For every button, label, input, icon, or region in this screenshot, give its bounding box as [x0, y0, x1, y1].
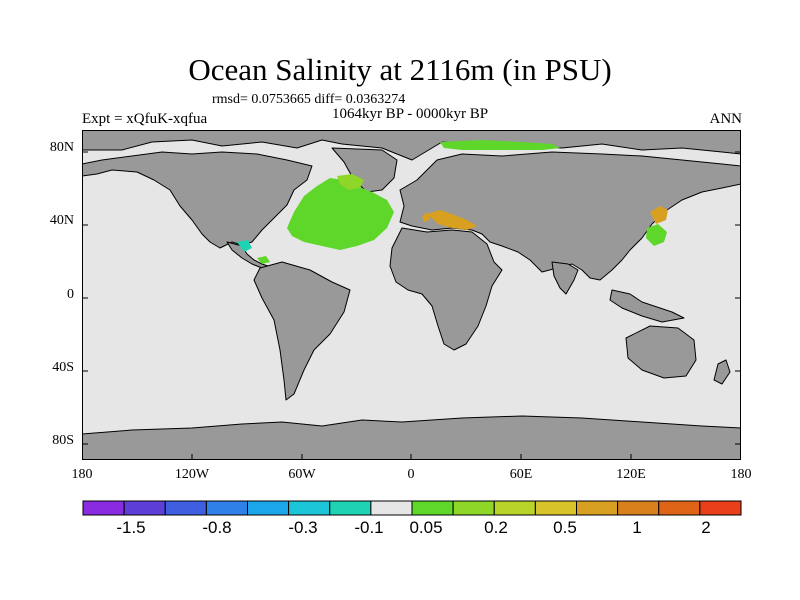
colorbar-label: -0.8: [202, 518, 232, 537]
australia: [625, 325, 697, 379]
lat-label-80n: 80N: [49, 140, 74, 155]
lon-label-180e: 180: [730, 467, 752, 482]
salinity-map: [82, 130, 741, 460]
north-atlantic-anomaly: [287, 178, 394, 250]
experiment-label: Expt = xQfuK-xqfua: [82, 111, 208, 127]
lat-label-40s: 40S: [52, 360, 74, 375]
colorbar-cell: [658, 500, 701, 516]
lat-label-0: 0: [67, 287, 74, 302]
colorbar-cell: [452, 500, 495, 516]
colorbar-label: -0.1: [354, 518, 384, 537]
colorbar-label: 1: [632, 518, 642, 537]
colorbar-cell: [493, 500, 536, 516]
colorbar-cell: [164, 500, 207, 516]
india: [551, 261, 579, 295]
colorbar-cell: [370, 500, 413, 516]
maritime-continent: [609, 289, 685, 323]
colorbar-cell: [329, 500, 372, 516]
colorbar-label: 0.2: [484, 518, 508, 537]
greenland: [331, 147, 398, 193]
antarctica: [82, 415, 741, 460]
lat-label-40n: 40N: [49, 213, 74, 228]
colorbar-cell: [123, 500, 166, 516]
arctic-fringe-anomaly: [440, 140, 560, 150]
colorbar-cell: [576, 500, 619, 516]
west-pacific-anomaly: [646, 224, 667, 246]
lon-label-60e: 60E: [509, 467, 533, 482]
new-zealand: [713, 359, 731, 385]
anomaly-patches: [237, 140, 668, 264]
mediterranean-anomaly: [427, 210, 477, 230]
gulf-of-mexico-anomaly: [237, 240, 252, 252]
black-sea-anomaly: [422, 212, 430, 222]
colorbar-cell: [534, 500, 578, 516]
colorbar-label: 0.5: [553, 518, 577, 537]
japan-sea-anomaly: [650, 206, 668, 224]
colorbar-label: -1.5: [116, 518, 146, 537]
colorbar: [82, 500, 742, 516]
lon-label-120w: 120W: [174, 467, 210, 482]
europe-asia: [399, 151, 741, 281]
arctic-landmass: [82, 130, 741, 161]
colorbar-cell: [288, 500, 331, 516]
lat-label-80s: 80S: [52, 433, 74, 448]
colorbar-label: 2: [701, 518, 711, 537]
lon-label-120e: 120E: [616, 467, 646, 482]
colorbar-cell: [411, 500, 454, 516]
land-masses: [82, 130, 741, 460]
north-america: [82, 151, 313, 249]
africa: [389, 227, 503, 351]
colorbar-cell: [699, 500, 742, 516]
colorbar-cell: [205, 500, 249, 516]
axis-ticks: [82, 151, 741, 460]
south-america: [253, 261, 351, 401]
colorbar-label: 0.05: [409, 518, 443, 537]
map-title: Ocean Salinity at 2116m (in PSU): [188, 52, 612, 87]
lon-label-180w: 180: [71, 467, 93, 482]
season-label: ANN: [709, 111, 743, 127]
lon-label-60w: 60W: [288, 467, 316, 482]
lon-label-0: 0: [407, 467, 415, 482]
colorbar-cell: [82, 500, 125, 516]
labrador-sea-anomaly: [337, 174, 364, 190]
colorbar-cell: [247, 500, 290, 516]
period-subtitle: 1064kyr BP - 0000kyr BP: [331, 106, 489, 122]
colorbar-cell: [617, 500, 660, 516]
stats-subtitle: rmsd= 0.0753665 diff= 0.0363274: [212, 92, 406, 107]
caribbean-anomaly: [257, 256, 270, 264]
colorbar-label: -0.3: [288, 518, 318, 537]
